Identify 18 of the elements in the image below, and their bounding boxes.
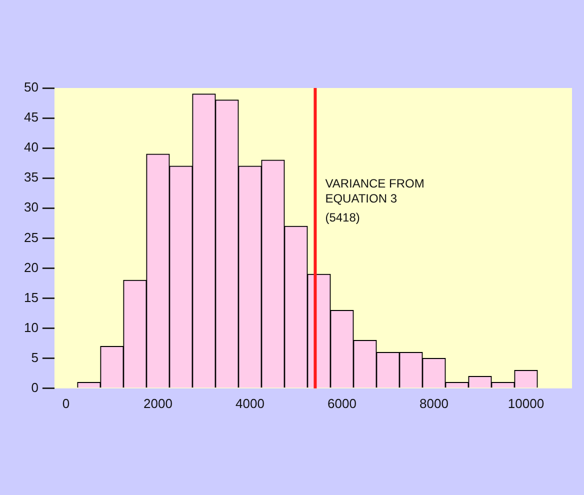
y-tick-label: 0 (31, 380, 38, 395)
y-tick-label: 20 (24, 260, 38, 275)
x-tick-label: 4000 (236, 396, 264, 411)
y-tick-label: 25 (24, 230, 38, 245)
y-tick-label: 10 (24, 320, 38, 335)
y-tick-label: 35 (24, 170, 38, 185)
x-tick-label: 2000 (144, 396, 172, 411)
y-tick-label: 15 (24, 290, 38, 305)
x-tick-label: 8000 (420, 396, 448, 411)
x-tick-label: 0 (62, 396, 70, 411)
x-tick-label: 10000 (508, 396, 544, 411)
y-tick-label: 40 (24, 140, 38, 155)
y-tick-label: 5 (31, 350, 38, 365)
ref-line-label: VARIANCE FROM EQUATION 3 (5418) (325, 176, 424, 224)
y-tick-label: 30 (24, 200, 38, 215)
y-tick-label: 45 (24, 110, 38, 125)
y-tick-label: 50 (24, 80, 38, 95)
x-tick-label: 6000 (328, 396, 356, 411)
